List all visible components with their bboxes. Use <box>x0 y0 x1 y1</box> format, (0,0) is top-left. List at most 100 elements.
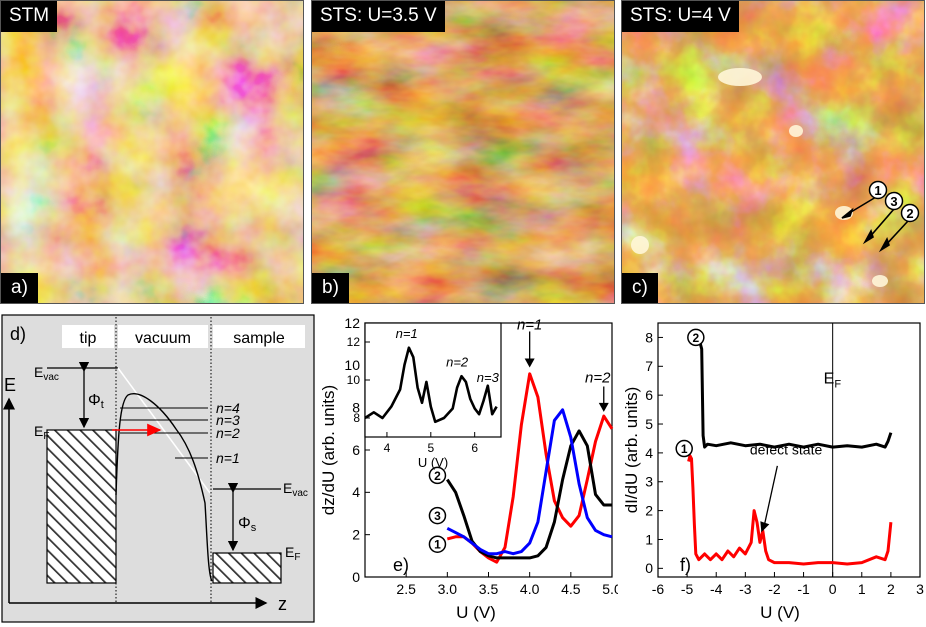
chart-f-panel-label: f) <box>680 555 691 575</box>
chart-e-inset-series <box>364 346 498 424</box>
marker-3: 3 <box>890 194 897 209</box>
chart-e-xtick-label-3: 4.0 <box>520 581 540 597</box>
chart-e-ytick-label-6: 12 <box>344 315 360 331</box>
chart-f-frame <box>657 322 921 578</box>
chart-f: -6 -5 -4 -3 -2 -1 0 1 2 3 0 1 2 3 4 5 6 7 8 U (V) dI/dU (arb… <box>622 322 924 622</box>
chart-f-ytick-label-7: 7 <box>645 358 653 374</box>
chart-e-series-label-2-circle <box>428 466 447 485</box>
panel-c-label: c) <box>622 273 658 303</box>
chart-e-ytick-label-5: 10 <box>344 357 360 373</box>
stm-title: STM <box>1 1 58 32</box>
panel-b-label: b) <box>312 273 349 303</box>
sts-4v-title: STS: U=4 V <box>622 1 739 32</box>
chart-e-inset-ytick-label-0: 8 <box>353 411 360 425</box>
chart-e-inset-xlabel: U (V) <box>418 455 448 470</box>
ef-tip-label: EF <box>34 423 49 442</box>
sts-3-5v-image <box>312 1 614 303</box>
chart-f-ylabel: dI/dU (arb. units) <box>622 387 641 514</box>
chart-e-inset-xtick-label-0: 4 <box>384 441 391 455</box>
tip-label: tip <box>80 330 97 347</box>
point-markers: 1 3 2 <box>868 180 920 223</box>
chart-f-fermi-label-sub: F <box>834 379 841 391</box>
marker-1: 1 <box>874 183 881 198</box>
chart-e-series-label-2: 2 <box>434 469 441 483</box>
sample-label: sample <box>233 330 285 347</box>
level-n2: n=2 <box>216 425 240 441</box>
chart-f-xtick-label-3: -3 <box>739 581 752 597</box>
level-n3: n=3 <box>216 412 240 428</box>
energy-diagram: tip vacuum sample d) E z n=4 n=3 n=2 n=1… <box>1 314 315 623</box>
chart-f-series-1 <box>687 454 893 566</box>
chart-f-xtick-label-1: -5 <box>681 581 694 597</box>
chart-e-series-3 <box>446 408 613 556</box>
energy-axis-label: E <box>4 375 16 395</box>
chart-f-series-label-2: 2 <box>693 331 700 345</box>
level-n1: n=1 <box>216 450 240 466</box>
stm-topography-image <box>1 1 303 303</box>
panel-d-label: d) <box>10 324 26 344</box>
chart-e-series-label-3-circle <box>428 506 447 525</box>
chart-f-series-label-1: 1 <box>681 442 688 456</box>
chart-f-series-2 <box>697 339 893 449</box>
chart-f-xtick-label-5: -1 <box>797 581 810 597</box>
chart-e-panel-label: e) <box>393 555 409 575</box>
chart-e-ytick-label-0: 0 <box>352 569 360 585</box>
chart-e-series-label-3: 3 <box>434 509 441 523</box>
marker-2: 2 <box>906 206 913 221</box>
chart-f-ytick-label-6: 6 <box>645 387 653 403</box>
level-n4: n=4 <box>216 400 240 416</box>
sts-3-5v-image-panel: STS: U=3.5 V b) <box>311 0 615 304</box>
chart-f-xtick-label-2: -4 <box>710 581 723 597</box>
sts-3-5v-title: STS: U=3.5 V <box>312 1 445 32</box>
chart-f-xtick-label-0: -6 <box>652 581 665 597</box>
chart-f-ytick-label-4: 4 <box>645 445 653 461</box>
tip-metal <box>46 429 117 584</box>
z-axis-label: z <box>278 594 287 614</box>
chart-f-ytick-label-2: 2 <box>645 503 653 519</box>
chart-e-ytick-label-1: 2 <box>352 527 360 543</box>
chart-f-xtick-label-4: -2 <box>768 581 781 597</box>
chart-f-xtick-label-6: 0 <box>829 581 837 597</box>
chart-e-xtick-label-5: 5.0 <box>602 581 618 597</box>
chart-f-xtick-label-9: 3 <box>916 581 924 597</box>
chart-e-ytick-label-4: 8 <box>352 400 360 416</box>
panel-a-label: a) <box>1 273 38 303</box>
chart-e-xlabel: U (V) <box>456 603 496 622</box>
chart-e-xtick-label-1: 3.0 <box>438 581 458 597</box>
chart-e-peak-label-n2: n=2 <box>585 369 611 386</box>
sample-metal <box>212 552 282 584</box>
evac-sample-label: Evac <box>283 480 308 499</box>
chart-e-peak-n1-arrow-head <box>524 358 535 368</box>
chart-e-inset-xtick-label-2: 6 <box>471 441 478 455</box>
phi-t-label: Φt <box>88 392 104 411</box>
chart-e-peak-label-n1: n=1 <box>517 316 542 333</box>
chart-e-inset-xtick-label-1: 5 <box>427 441 434 455</box>
chart-e-inset-ytick-label-1: 10 <box>347 373 361 387</box>
stm-image-panel: STM a) <box>0 0 304 304</box>
chart-e-ytick-label-2: 4 <box>352 484 360 500</box>
chart-f-series-label-1-circle <box>675 439 693 458</box>
chart-e-ytick-label-3: 6 <box>352 442 360 458</box>
phi-s-label: Φs <box>238 515 257 534</box>
chart-e-inset-ytick-label-2: 12 <box>347 335 361 349</box>
sts-4v-image: 1 3 2 <box>622 1 924 303</box>
sample-region-box <box>213 325 305 348</box>
chart-f-ytick-label-3: 3 <box>645 474 653 490</box>
chart-f-xtick-label-8: 2 <box>887 581 895 597</box>
chart-f-annotation-arrow-stem <box>763 465 778 526</box>
chart-e-xtick-label-2: 3.5 <box>479 581 499 597</box>
chart-e-series-label-1-circle <box>428 535 447 553</box>
evac-tip-label: Evac <box>34 364 59 383</box>
marker-arrows <box>841 196 909 253</box>
sts-4v-image-panel: 1 3 2 STS: U=4 V c) <box>621 0 925 304</box>
chart-e-inset-peak-n1: n=1 <box>396 326 418 341</box>
vacuum-region-box <box>118 325 208 348</box>
chart-e-inset-peak-n2: n=2 <box>446 355 469 370</box>
chart-e-series-label-1: 1 <box>434 538 441 552</box>
chart-f-ytick-label-5: 5 <box>645 416 653 432</box>
chart-f-series-label-2-circle <box>687 328 705 347</box>
potential-curve <box>115 393 213 582</box>
chart-f-ytick-label-0: 0 <box>645 560 653 576</box>
bright-spots <box>631 68 888 287</box>
